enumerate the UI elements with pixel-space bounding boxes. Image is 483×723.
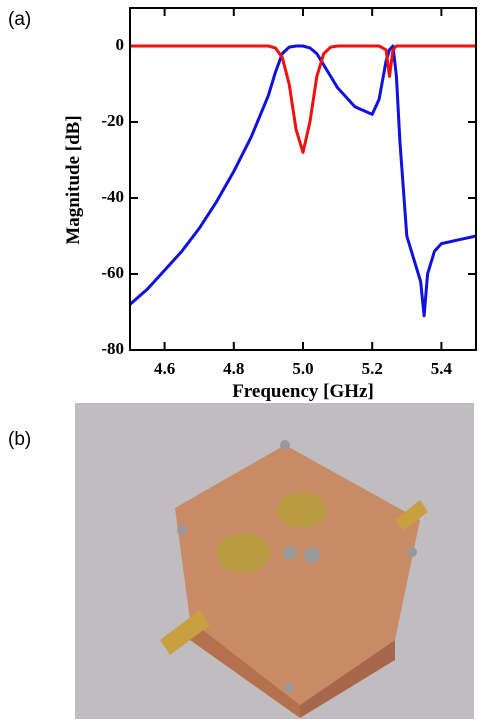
- y-axis-label: Magnitude [dB]: [63, 115, 84, 244]
- y-tick-label: -60: [101, 263, 124, 282]
- series-line: [129, 44, 477, 318]
- x-tick-label: 5.0: [292, 359, 313, 378]
- y-tick-label: -80: [101, 339, 124, 358]
- screw: [283, 546, 297, 560]
- series-line: [130, 44, 476, 154]
- connector: [395, 500, 428, 530]
- x-tick-label: 5.2: [362, 359, 383, 378]
- x-tick-label: 4.6: [154, 359, 175, 378]
- panel-label: (a): [8, 9, 31, 30]
- connector: [160, 610, 210, 655]
- y-tick-label: -40: [101, 187, 124, 206]
- x-tick-label: 5.4: [431, 359, 453, 378]
- box-side: [300, 640, 395, 718]
- knob: [277, 492, 327, 528]
- box-side: [190, 620, 300, 718]
- plot-frame: [129, 7, 477, 351]
- screw: [177, 525, 187, 535]
- screw: [280, 440, 290, 450]
- knob: [216, 533, 270, 573]
- x-tick-label: 4.8: [223, 359, 244, 378]
- photo: [75, 403, 474, 719]
- y-tick-label: -20: [101, 111, 124, 130]
- box-top: [175, 445, 420, 705]
- plot: -80 -60 -40 -20 0 4.6 4.8 5.0 5.2 5.4: [101, 7, 477, 378]
- screw: [407, 547, 417, 557]
- screw: [284, 683, 294, 693]
- panel-label: (b): [8, 429, 31, 450]
- screw: [304, 547, 320, 563]
- x-axis-label: Frequency [GHz]: [232, 381, 374, 402]
- y-tick-label: 0: [116, 35, 125, 54]
